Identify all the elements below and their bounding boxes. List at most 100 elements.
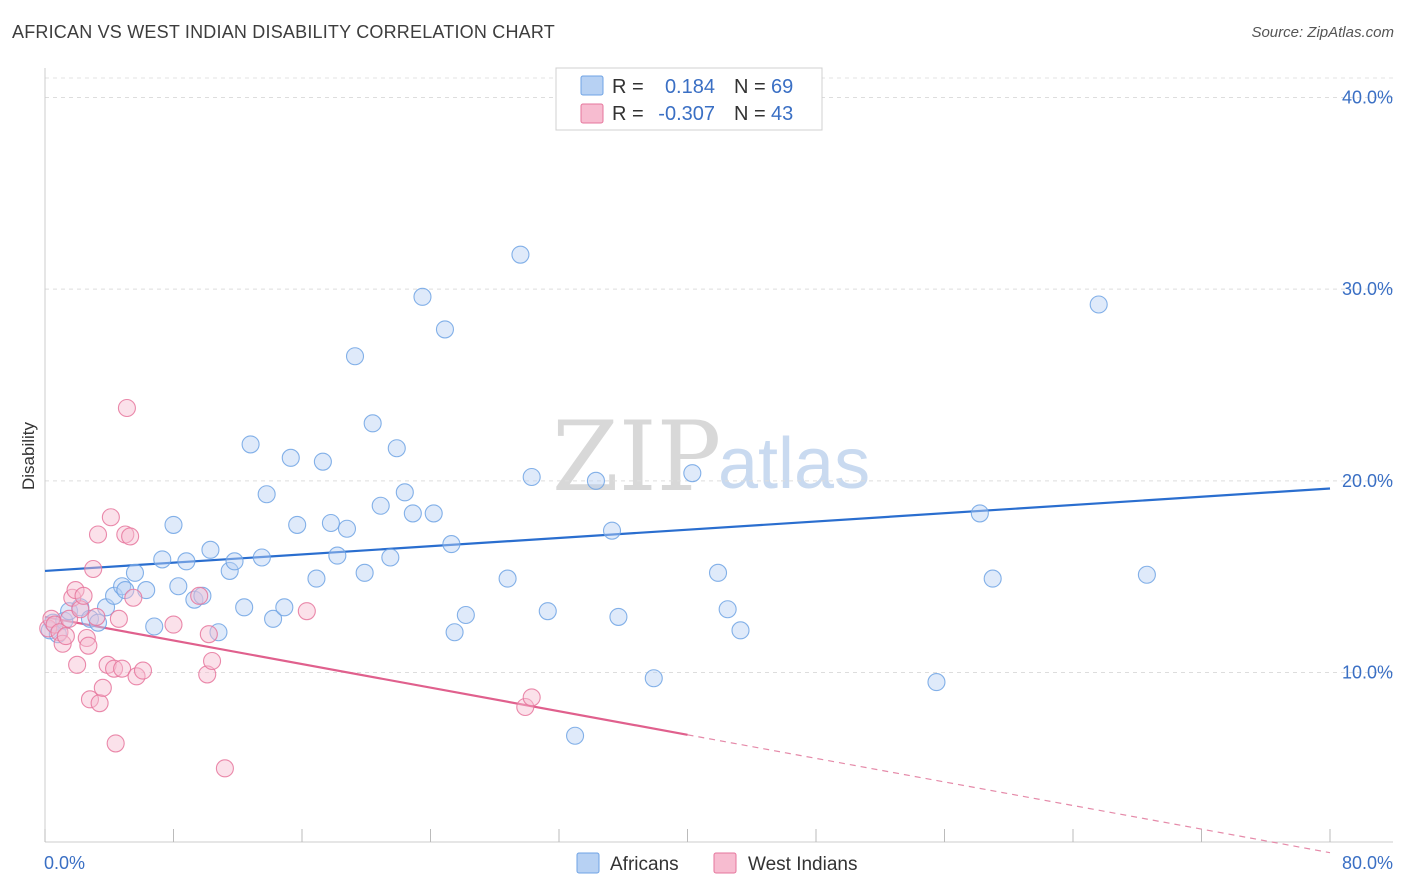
point-africans-33 bbox=[307, 569, 326, 588]
point-africans-55 bbox=[538, 602, 557, 621]
point-west-indians-21 bbox=[101, 508, 120, 527]
legend-swatch-west-indians bbox=[580, 103, 604, 124]
point-west-indians-38 bbox=[297, 602, 316, 621]
point-west-indians-33 bbox=[190, 586, 209, 605]
y-tick-label-40: 40.0% bbox=[1342, 88, 1393, 108]
point-west-indians-31 bbox=[133, 661, 153, 680]
legend: R = 0.184 N = 69 R = -0.307 N = 43 bbox=[555, 67, 823, 131]
point-west-indians-18 bbox=[90, 694, 109, 713]
point-west-indians-36 bbox=[203, 651, 222, 671]
point-west-indians-39 bbox=[516, 697, 535, 717]
point-africans-60 bbox=[644, 669, 663, 688]
point-west-indians-34 bbox=[198, 665, 217, 684]
watermark: ZIP atlas bbox=[552, 401, 870, 513]
point-west-indians-5 bbox=[56, 627, 75, 646]
point-africans-42 bbox=[381, 548, 400, 567]
bottom-legend-swatch-west-indians bbox=[713, 852, 737, 874]
point-africans-59 bbox=[609, 607, 628, 626]
source-label: Source: ZipAtlas.com bbox=[1251, 24, 1394, 41]
point-west-indians-16 bbox=[87, 607, 106, 626]
point-africans-37 bbox=[337, 519, 357, 538]
point-africans-39 bbox=[355, 563, 374, 582]
point-africans-57 bbox=[586, 471, 605, 490]
point-africans-61 bbox=[683, 464, 702, 483]
point-west-indians-13 bbox=[79, 636, 98, 655]
point-africans-67 bbox=[983, 569, 1002, 588]
point-africans-29 bbox=[264, 609, 283, 628]
legend-n-value-1: 69 bbox=[771, 76, 793, 98]
point-africans-64 bbox=[731, 621, 750, 640]
chart-title: AFRICAN VS WEST INDIAN DISABILITY CORREL… bbox=[12, 22, 555, 42]
point-africans-44 bbox=[395, 483, 414, 502]
legend-r-value-2: -0.307 bbox=[658, 103, 715, 125]
point-africans-21 bbox=[201, 540, 220, 559]
point-africans-66 bbox=[970, 504, 989, 523]
point-africans-47 bbox=[424, 504, 443, 523]
watermark-atlas: atlas bbox=[718, 424, 870, 504]
point-africans-28 bbox=[257, 485, 276, 504]
trendline-west-indians-projection bbox=[687, 734, 1331, 854]
point-africans-45 bbox=[403, 504, 422, 523]
point-africans-15 bbox=[153, 550, 172, 569]
trendline-west-indians bbox=[44, 615, 688, 736]
point-africans-65 bbox=[927, 673, 946, 692]
bottom-legend: Africans West Indians bbox=[576, 852, 857, 875]
y-tick-label-20: 20.0% bbox=[1342, 471, 1393, 491]
legend-n-value-2: 43 bbox=[771, 103, 793, 125]
y-tick-label-10: 10.0% bbox=[1342, 663, 1393, 683]
point-west-indians-40 bbox=[522, 688, 541, 707]
point-africans-18 bbox=[177, 552, 196, 571]
legend-r-value-1: 0.184 bbox=[665, 76, 715, 98]
point-africans-54 bbox=[522, 467, 541, 487]
point-africans-12 bbox=[125, 563, 144, 582]
point-africans-69 bbox=[1137, 565, 1156, 584]
point-africans-68 bbox=[1089, 295, 1108, 314]
point-africans-32 bbox=[288, 515, 307, 534]
point-africans-50 bbox=[445, 623, 464, 642]
point-africans-48 bbox=[435, 320, 455, 339]
data-points bbox=[39, 245, 1156, 778]
point-west-indians-15 bbox=[84, 559, 103, 579]
point-africans-52 bbox=[498, 569, 517, 588]
point-africans-17 bbox=[169, 577, 188, 596]
point-africans-38 bbox=[345, 347, 365, 366]
point-africans-40 bbox=[363, 414, 382, 433]
point-africans-14 bbox=[145, 617, 164, 636]
legend-n-label-1: N = bbox=[734, 76, 766, 98]
point-africans-4 bbox=[60, 602, 79, 621]
point-africans-35 bbox=[321, 513, 340, 533]
point-west-indians-10 bbox=[71, 600, 90, 619]
x-tick-label-right: 80.0% bbox=[1342, 853, 1393, 873]
point-west-indians-1 bbox=[42, 609, 61, 628]
point-west-indians-37 bbox=[215, 759, 234, 778]
point-west-indians-35 bbox=[199, 625, 218, 644]
point-africans-26 bbox=[241, 435, 260, 454]
point-west-indians-14 bbox=[80, 690, 100, 709]
point-africans-24 bbox=[225, 552, 244, 571]
point-africans-51 bbox=[456, 605, 475, 625]
trendline-africans bbox=[44, 487, 1331, 573]
x-tick-label-left: 0.0% bbox=[44, 853, 85, 873]
point-africans-27 bbox=[252, 548, 271, 567]
point-africans-41 bbox=[371, 496, 390, 515]
point-africans-34 bbox=[313, 452, 332, 471]
point-africans-30 bbox=[275, 598, 294, 617]
point-africans-23 bbox=[220, 561, 239, 580]
point-west-indians-28 bbox=[121, 527, 140, 546]
point-west-indians-24 bbox=[109, 609, 128, 628]
point-west-indians-25 bbox=[113, 659, 132, 678]
bottom-legend-label-west-indians: West Indians bbox=[748, 854, 857, 875]
trendlines bbox=[44, 487, 1331, 854]
point-africans-25 bbox=[235, 598, 254, 617]
point-west-indians-23 bbox=[106, 734, 125, 753]
point-west-indians-11 bbox=[74, 586, 93, 605]
bottom-legend-label-africans: Africans bbox=[610, 854, 679, 875]
y-tick-label-30: 30.0% bbox=[1342, 279, 1393, 299]
legend-n-label-2: N = bbox=[734, 103, 766, 125]
point-africans-36 bbox=[328, 546, 347, 565]
bottom-legend-swatch-africans bbox=[576, 852, 600, 874]
legend-swatch-africans bbox=[580, 75, 604, 96]
legend-r-label-2: R = bbox=[612, 103, 644, 125]
point-west-indians-19 bbox=[93, 678, 112, 697]
